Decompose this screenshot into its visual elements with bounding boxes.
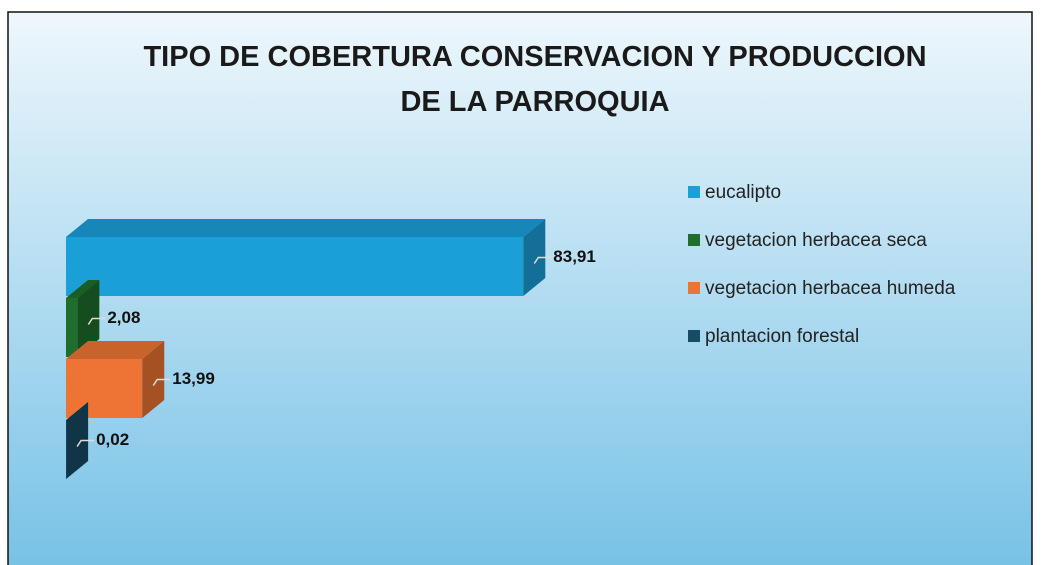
leader-line — [152, 378, 171, 386]
bar-side — [77, 280, 100, 357]
legend-swatch — [688, 282, 700, 294]
value-label: 2,08 — [107, 308, 140, 327]
bar-side — [66, 402, 89, 479]
legend-swatch — [688, 330, 700, 342]
bar — [66, 298, 78, 357]
legend-label: vegetacion herbacea seca — [705, 230, 927, 251]
legend-label: vegetacion herbacea humeda — [705, 278, 956, 299]
bar-top — [66, 280, 100, 298]
bar-side — [523, 219, 546, 296]
leader-line — [87, 317, 106, 325]
bar-side — [142, 341, 165, 418]
bar-top — [66, 341, 165, 359]
legend-swatch — [688, 186, 700, 198]
leader-line — [533, 256, 552, 264]
legend-swatch — [688, 234, 700, 246]
legend-label: plantacion forestal — [705, 326, 859, 347]
bar-top — [66, 402, 89, 420]
bar-top — [66, 219, 546, 237]
bar — [66, 359, 143, 418]
value-label: 0,02 — [96, 430, 129, 449]
bar — [66, 237, 524, 296]
value-label: 83,91 — [553, 247, 596, 266]
chart-title: TIPO DE COBERTURA CONSERVACION Y PRODUCC… — [143, 41, 926, 118]
value-label: 13,99 — [172, 369, 215, 388]
leader-line — [76, 439, 95, 447]
legend-label: eucalipto — [705, 182, 781, 203]
